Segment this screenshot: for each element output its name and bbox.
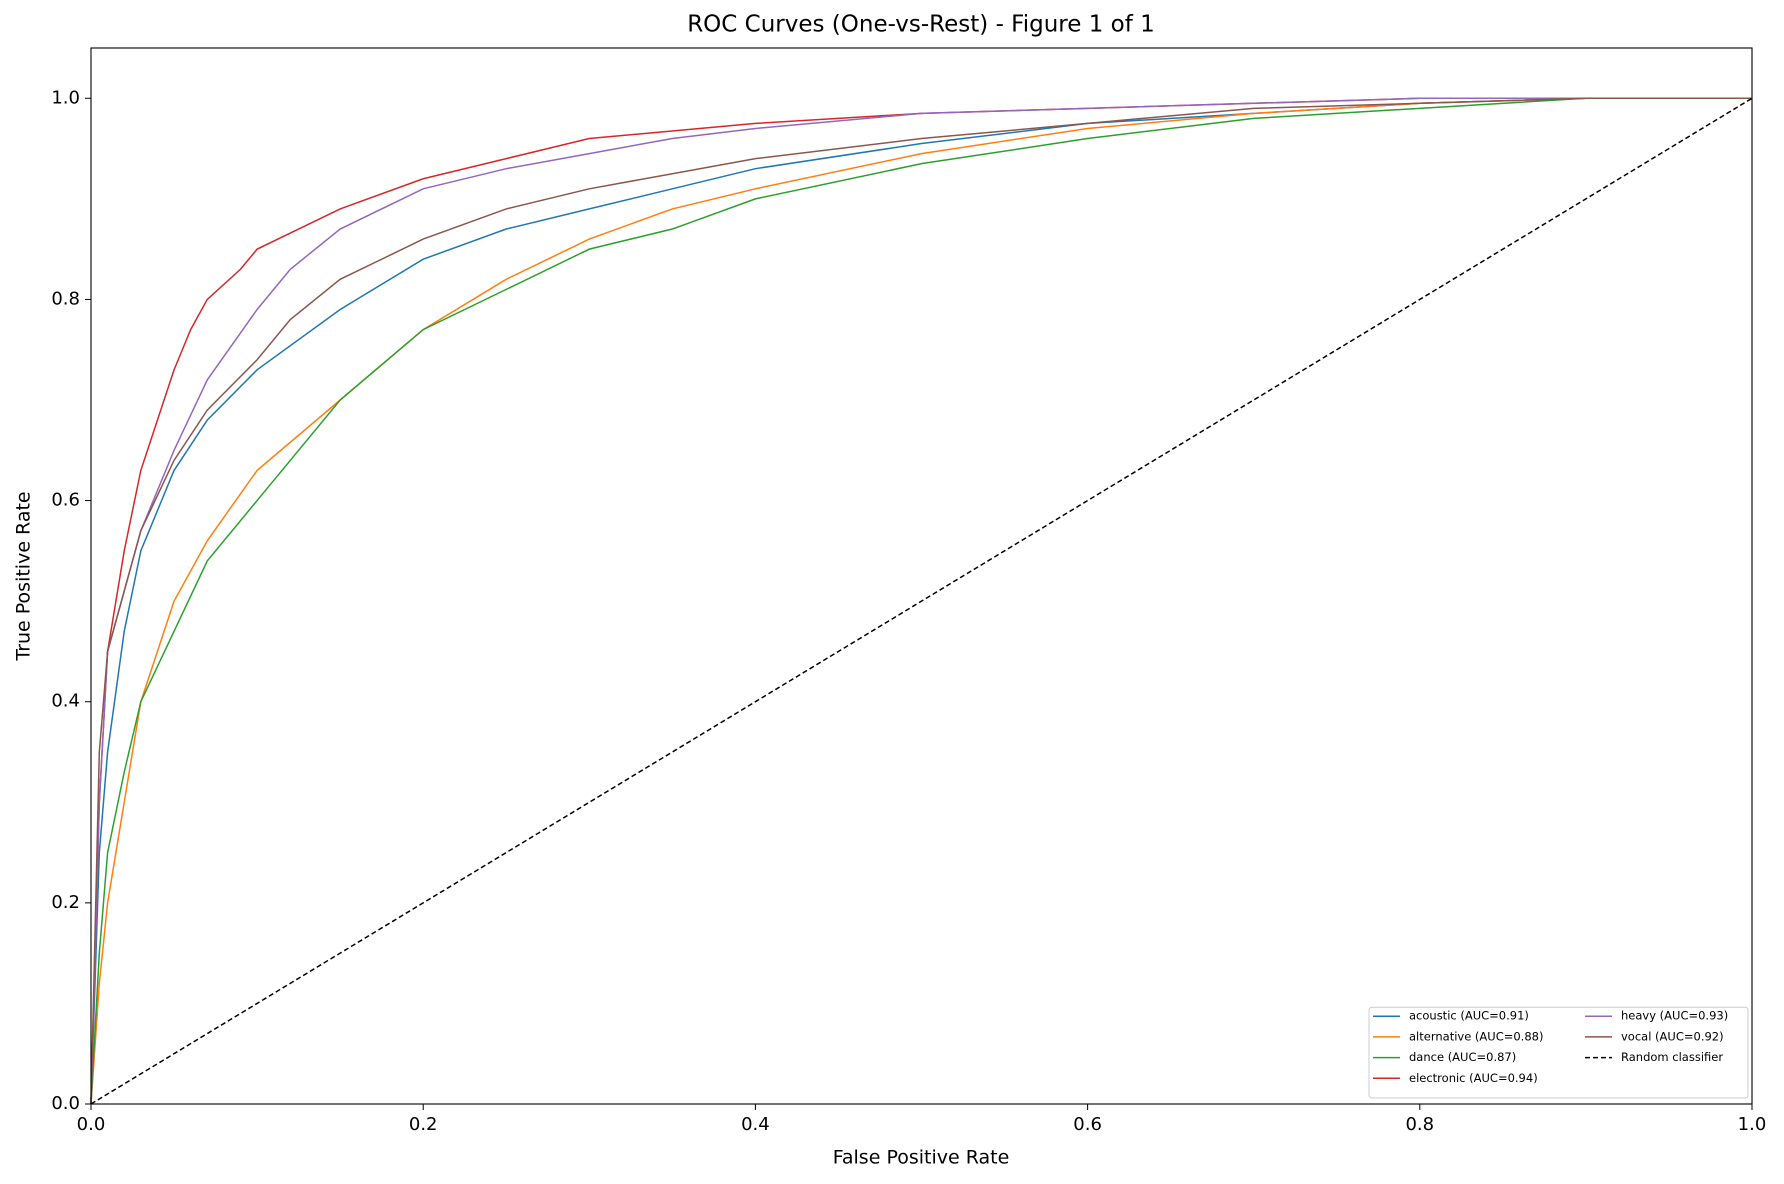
y-tick-label: 0.0 xyxy=(51,1093,80,1114)
y-axis-label: True Positive Rate xyxy=(13,491,35,661)
x-axis-label: False Positive Rate xyxy=(833,1147,1010,1169)
legend-label: acoustic (AUC=0.91) xyxy=(1409,1009,1529,1023)
legend-label: heavy (AUC=0.93) xyxy=(1621,1009,1728,1023)
x-tick-label: 0.6 xyxy=(1073,1114,1102,1135)
y-tick-label: 0.2 xyxy=(51,892,80,913)
legend: acoustic (AUC=0.91) alternative (AUC=0.88… xyxy=(1368,1006,1749,1099)
legend-label: alternative (AUC=0.88) xyxy=(1409,1029,1543,1043)
plot-frame xyxy=(90,47,1753,1105)
legend-label: Random classifier xyxy=(1621,1050,1723,1064)
x-tick-label: 0.4 xyxy=(741,1114,770,1135)
legend-label: dance (AUC=0.87) xyxy=(1409,1050,1516,1064)
y-tick-label: 0.8 xyxy=(51,288,80,309)
x-tick-label: 0.8 xyxy=(1405,1114,1434,1135)
x-tick-label: 0.0 xyxy=(77,1114,106,1135)
legend-label: electronic (AUC=0.94) xyxy=(1409,1071,1538,1085)
roc-line xyxy=(90,97,1752,1105)
roc-line xyxy=(90,97,1752,1105)
legend-label: vocal (AUC=0.92) xyxy=(1621,1029,1724,1043)
x-tick-label: 0.2 xyxy=(409,1114,438,1135)
roc-line xyxy=(90,97,1753,1105)
y-tick-label: 0.4 xyxy=(51,691,80,712)
y-tick-label: 1.0 xyxy=(51,87,80,108)
legend-box xyxy=(1368,1006,1749,1099)
roc-line xyxy=(90,97,1752,1105)
x-tick-label: 1.0 xyxy=(1738,1114,1767,1135)
chart-title: ROC Curves (One-vs-Rest) - Figure 1 of 1 xyxy=(687,12,1155,38)
y-tick-label: 0.6 xyxy=(51,490,80,511)
roc-line xyxy=(90,97,1752,1105)
roc-line xyxy=(90,97,1752,1105)
